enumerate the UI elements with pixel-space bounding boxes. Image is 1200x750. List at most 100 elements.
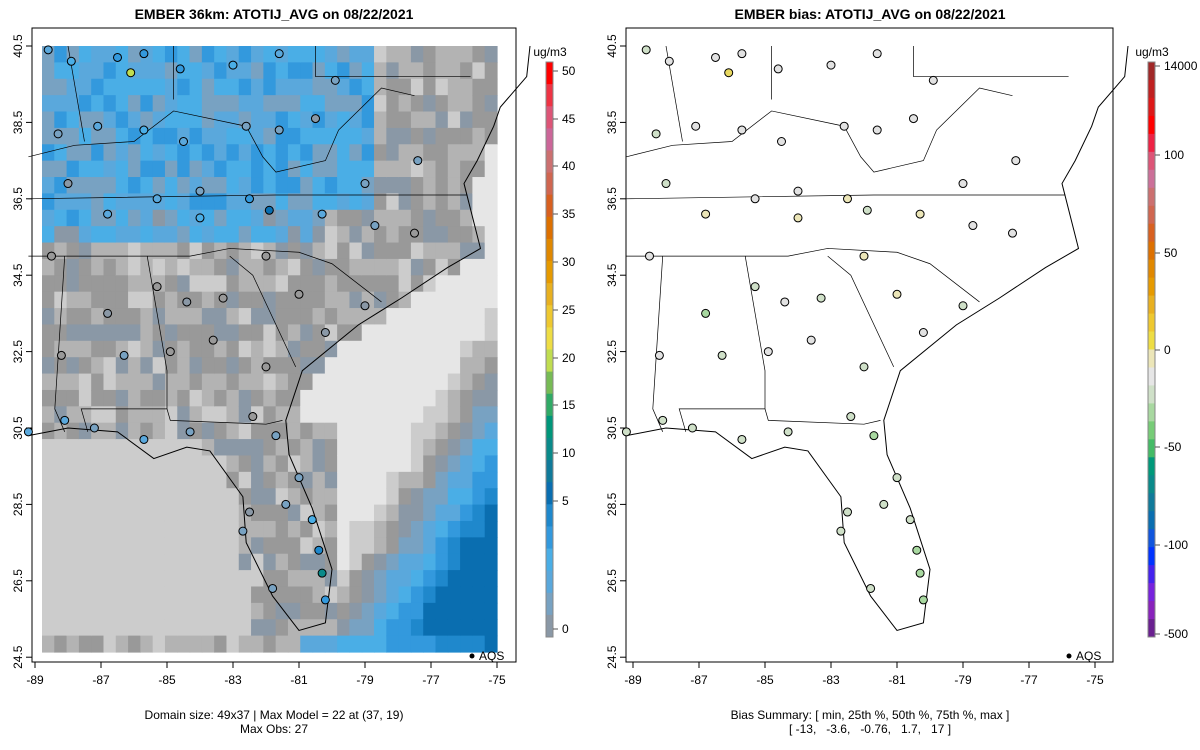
aqs-station[interactable] (175, 64, 185, 74)
aqs-station[interactable] (869, 431, 879, 441)
aqs-station[interactable] (783, 427, 793, 437)
aqs-station[interactable] (103, 308, 113, 318)
aqs-station[interactable] (60, 415, 70, 425)
aqs-station[interactable] (843, 194, 852, 204)
aqs-station[interactable] (806, 335, 816, 345)
aqs-station[interactable] (274, 125, 284, 135)
aqs-station[interactable] (320, 328, 330, 337)
aqs-station[interactable] (274, 49, 284, 59)
aqs-station[interactable] (777, 137, 786, 146)
aqs-station[interactable] (641, 45, 651, 55)
aqs-station[interactable] (139, 434, 149, 444)
aqs-station[interactable] (773, 64, 783, 74)
aqs-station[interactable] (66, 56, 76, 66)
aqs-station[interactable] (248, 412, 258, 422)
aqs-station[interactable] (413, 156, 423, 166)
aqs-station[interactable] (113, 52, 122, 62)
aqs-station[interactable] (195, 186, 205, 196)
aqs-station[interactable] (152, 282, 162, 292)
aqs-station[interactable] (43, 45, 53, 55)
aqs-station[interactable] (879, 499, 889, 509)
aqs-station[interactable] (47, 251, 56, 261)
aqs-station[interactable] (311, 114, 320, 124)
aqs-station[interactable] (119, 350, 129, 360)
aqs-station[interactable] (53, 129, 63, 139)
aqs-station[interactable] (958, 301, 968, 311)
aqs-station[interactable] (320, 595, 330, 605)
aqs-station[interactable] (968, 221, 978, 231)
aqs-station[interactable] (658, 415, 668, 425)
aqs-station[interactable] (836, 526, 846, 536)
aqs-station[interactable] (264, 205, 274, 215)
aqs-station[interactable] (307, 515, 317, 525)
aqs-station[interactable] (261, 362, 271, 372)
aqs-station[interactable] (724, 68, 734, 78)
aqs-station[interactable] (872, 125, 882, 135)
aqs-station[interactable] (56, 350, 66, 360)
aqs-station[interactable] (218, 293, 228, 303)
aqs-station[interactable] (93, 121, 103, 131)
aqs-station[interactable] (139, 49, 149, 59)
aqs-station[interactable] (915, 568, 925, 578)
aqs-station[interactable] (621, 427, 631, 437)
aqs-station[interactable] (654, 350, 664, 360)
aqs-station[interactable] (711, 52, 720, 62)
aqs-station[interactable] (241, 121, 251, 131)
aqs-station[interactable] (1011, 156, 1021, 166)
aqs-station[interactable] (859, 362, 869, 372)
aqs-station[interactable] (152, 194, 162, 204)
aqs-station[interactable] (750, 194, 760, 204)
aqs-station[interactable] (281, 499, 291, 509)
aqs-station[interactable] (245, 194, 254, 204)
aqs-station[interactable] (737, 49, 747, 59)
aqs-station[interactable] (179, 137, 188, 146)
aqs-station[interactable] (793, 213, 803, 223)
aqs-station[interactable] (103, 209, 113, 219)
aqs-station[interactable] (360, 301, 370, 311)
aqs-station[interactable] (912, 545, 922, 555)
aqs-station[interactable] (918, 595, 928, 605)
aqs-station[interactable] (763, 347, 773, 357)
aqs-station[interactable] (691, 121, 701, 131)
aqs-station[interactable] (317, 209, 327, 219)
aqs-station[interactable] (645, 251, 654, 261)
aqs-station[interactable] (661, 179, 671, 189)
aqs-station[interactable] (737, 434, 747, 444)
aqs-station[interactable] (370, 221, 380, 231)
aqs-station[interactable] (294, 289, 304, 299)
aqs-station[interactable] (872, 49, 882, 59)
aqs-station[interactable] (918, 328, 928, 337)
aqs-station[interactable] (816, 293, 826, 303)
aqs-station[interactable] (89, 423, 99, 433)
aqs-station[interactable] (866, 583, 876, 593)
aqs-station[interactable] (737, 125, 747, 135)
aqs-station[interactable] (846, 412, 856, 422)
aqs-station[interactable] (182, 297, 192, 307)
aqs-station[interactable] (958, 179, 968, 189)
aqs-station[interactable] (892, 473, 902, 483)
aqs-station[interactable] (651, 129, 661, 139)
aqs-station[interactable] (839, 121, 849, 131)
aqs-station[interactable] (245, 507, 254, 517)
aqs-station[interactable] (268, 583, 278, 593)
aqs-station[interactable] (687, 423, 697, 433)
aqs-station[interactable] (664, 56, 674, 66)
aqs-station[interactable] (271, 431, 281, 441)
aqs-station[interactable] (330, 75, 340, 85)
aqs-station[interactable] (185, 427, 195, 437)
aqs-station[interactable] (701, 308, 711, 318)
aqs-station[interactable] (843, 507, 852, 517)
aqs-station[interactable] (360, 179, 370, 189)
aqs-station[interactable] (1008, 228, 1017, 238)
aqs-station[interactable] (905, 515, 915, 525)
aqs-station[interactable] (63, 179, 73, 189)
aqs-station[interactable] (717, 350, 727, 360)
aqs-station[interactable] (750, 282, 760, 292)
aqs-station[interactable] (228, 60, 238, 70)
aqs-station[interactable] (909, 114, 918, 124)
aqs-station[interactable] (238, 526, 248, 536)
aqs-station[interactable] (410, 228, 419, 238)
aqs-station[interactable] (780, 297, 790, 307)
aqs-station[interactable] (915, 209, 925, 219)
aqs-station[interactable] (208, 335, 218, 345)
